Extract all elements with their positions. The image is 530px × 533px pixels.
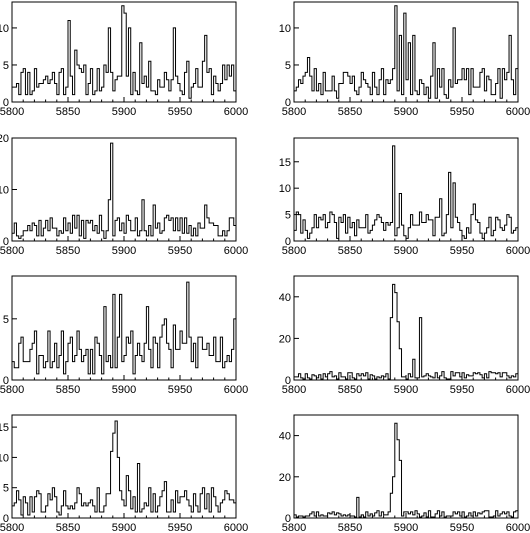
histogram-series	[293, 283, 519, 380]
histogram-panel: 5800 5850 5900 5950 6000 0 20 40	[279, 275, 530, 396]
x-tick-label: 5850	[338, 106, 362, 118]
x-tick-label: 5900	[394, 245, 418, 257]
y-tick-label: 10	[0, 452, 9, 464]
y-tick-label: 20	[279, 472, 291, 484]
y-tick-label: 15	[279, 157, 291, 169]
x-tick-label: 5800	[0, 384, 24, 396]
x-tick-label: 5850	[56, 384, 80, 396]
x-tick-label: 5900	[112, 522, 136, 533]
histogram-series	[11, 281, 237, 380]
x-tick-label: 5950	[450, 106, 474, 118]
y-tick-label: 0	[3, 375, 9, 387]
x-tick-label: 5900	[112, 106, 136, 118]
x-tick-label: 5800	[282, 522, 306, 533]
y-tick-label: 40	[279, 431, 291, 443]
y-tick-label: 5	[3, 60, 9, 72]
histogram-series	[293, 145, 519, 241]
histogram-series	[293, 422, 519, 518]
x-tick-label: 5950	[450, 384, 474, 396]
histogram-panel: 5800 5850 5900 5950 6000 0 5	[0, 275, 248, 396]
x-tick-label: 5950	[168, 384, 192, 396]
x-tick-label: 5800	[282, 106, 306, 118]
x-tick-label: 5850	[56, 522, 80, 533]
histogram-panel: 5800 5850 5900 5950 6000 0 5 10	[0, 1, 248, 118]
y-tick-label: 0	[285, 97, 291, 109]
x-tick-label: 6000	[506, 384, 530, 396]
x-tick-label: 5800	[0, 245, 24, 257]
y-tick-label: 15	[0, 422, 9, 434]
y-tick-label: 5	[285, 210, 291, 222]
x-tick-label: 5950	[168, 106, 192, 118]
histogram-series	[11, 420, 237, 518]
y-tick-label: 5	[3, 483, 9, 495]
y-tick-label: 5	[3, 314, 9, 326]
x-tick-label: 5800	[282, 384, 306, 396]
x-tick-label: 5950	[168, 522, 192, 533]
plot-frame	[293, 414, 519, 519]
histogram-panel: 5800 5850 5900 5950 6000 0 20 40	[279, 414, 530, 533]
y-tick-label: 10	[0, 23, 9, 35]
x-tick-label: 5900	[394, 106, 418, 118]
y-tick-label: 10	[279, 183, 291, 195]
x-tick-label: 5900	[394, 522, 418, 533]
x-tick-label: 5850	[56, 106, 80, 118]
x-tick-label: 6000	[224, 106, 248, 118]
x-tick-label: 5850	[338, 384, 362, 396]
histogram-series	[11, 5, 237, 102]
x-tick-label: 6000	[506, 245, 530, 257]
y-tick-label: 0	[285, 236, 291, 248]
x-tick-label: 6000	[506, 522, 530, 533]
y-tick-label: 20	[0, 133, 9, 145]
x-tick-label: 5950	[168, 245, 192, 257]
histogram-panel: 5800 5850 5900 5950 6000 0 5 10 15	[279, 137, 530, 257]
x-tick-label: 6000	[224, 522, 248, 533]
x-tick-label: 5900	[394, 384, 418, 396]
y-tick-label: 0	[285, 513, 291, 525]
y-tick-label: 10	[0, 185, 9, 197]
x-tick-label: 6000	[224, 384, 248, 396]
histogram-panel: 5800 5850 5900 5950 6000 0 5 10	[279, 1, 530, 118]
y-tick-label: 0	[3, 97, 9, 109]
histogram-series	[293, 5, 519, 102]
x-tick-label: 5800	[282, 245, 306, 257]
x-tick-label: 5950	[450, 522, 474, 533]
histogram-panel: 5800 5850 5900 5950 6000 0 5 10 15	[0, 414, 248, 533]
x-tick-label: 5950	[450, 245, 474, 257]
y-tick-label: 10	[279, 23, 291, 35]
histogram-panel: 5800 5850 5900 5950 6000 0 10 20	[0, 133, 248, 257]
histogram-series	[11, 142, 237, 241]
x-tick-label: 5850	[56, 245, 80, 257]
y-tick-label: 40	[279, 292, 291, 304]
y-tick-label: 0	[285, 375, 291, 387]
x-tick-label: 5850	[338, 245, 362, 257]
y-tick-label: 5	[285, 60, 291, 72]
plot-frame	[293, 275, 519, 381]
y-tick-label: 0	[3, 236, 9, 248]
x-tick-label: 5900	[112, 384, 136, 396]
x-tick-label: 5800	[0, 106, 24, 118]
x-tick-label: 6000	[506, 106, 530, 118]
y-tick-label: 0	[3, 513, 9, 525]
x-tick-label: 6000	[224, 245, 248, 257]
y-tick-label: 20	[279, 333, 291, 345]
x-tick-label: 5800	[0, 522, 24, 533]
x-tick-label: 5850	[338, 522, 362, 533]
x-tick-label: 5900	[112, 245, 136, 257]
